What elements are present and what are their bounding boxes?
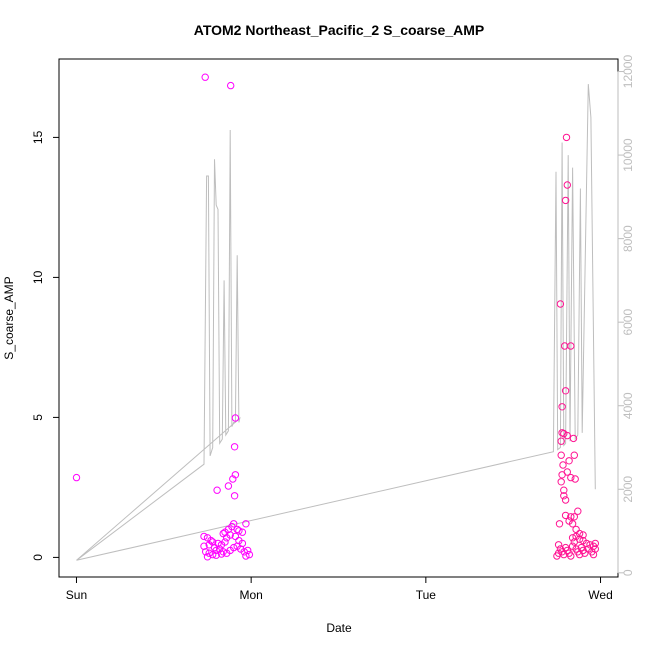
data-point — [229, 475, 237, 483]
data-point — [230, 443, 239, 451]
data-point — [591, 539, 599, 548]
right-y-axis: 0 2000 4000 6000 8000 10000 12000 — [617, 55, 635, 576]
data-point — [571, 475, 579, 483]
data-point — [200, 532, 208, 541]
data-point — [567, 473, 575, 482]
line-series-layer — [76, 84, 596, 561]
data-point — [242, 520, 250, 528]
data-point — [557, 478, 565, 486]
y-tick-label: 10 — [31, 270, 45, 284]
data-point — [563, 431, 571, 440]
data-point — [227, 81, 235, 90]
data-point — [224, 482, 233, 490]
chart-title: ATOM2 Northeast_Pacific_2 S_coarse_AMP — [194, 22, 485, 38]
data-point — [559, 461, 567, 469]
y-tick-label: 0 — [31, 554, 45, 561]
x-tick-label: Sun — [66, 588, 87, 602]
x-tick-label: Wed — [588, 588, 612, 602]
data-point — [567, 513, 575, 521]
data-point — [235, 527, 243, 535]
data-point — [554, 549, 563, 557]
data-point — [230, 520, 238, 528]
data-point — [589, 550, 598, 559]
data-point — [238, 539, 247, 548]
right-tick-label: 12000 — [621, 55, 635, 89]
data-point — [557, 451, 565, 459]
data-point — [561, 196, 570, 205]
data-point — [557, 437, 565, 445]
data-point — [568, 520, 577, 528]
y-tick-label: 5 — [31, 414, 45, 421]
data-point — [245, 550, 254, 559]
right-tick-label: 2000 — [621, 476, 635, 503]
data-point — [561, 387, 570, 395]
data-point — [230, 492, 239, 500]
data-point — [221, 528, 229, 536]
data-point — [219, 548, 227, 556]
right-tick-label: 4000 — [621, 392, 635, 419]
right-tick-label: 10000 — [621, 138, 635, 172]
data-point — [579, 531, 587, 539]
data-point — [565, 457, 573, 465]
data-point — [212, 546, 220, 555]
data-point — [203, 553, 212, 561]
data-point — [569, 434, 578, 443]
data-point — [202, 548, 210, 556]
data-point — [554, 541, 563, 549]
data-point — [72, 473, 81, 482]
data-point — [567, 552, 575, 560]
data-point — [563, 468, 571, 476]
data-point — [556, 300, 565, 308]
data-point — [213, 486, 221, 494]
right-tick-label: 0 — [621, 569, 635, 576]
y-tick-label: 15 — [31, 130, 45, 144]
data-point — [562, 133, 571, 142]
data-point — [201, 73, 209, 81]
data-point — [560, 486, 568, 494]
x-axis-title: Date — [326, 621, 352, 635]
x-tick-label: Mon — [239, 588, 262, 602]
x-axis: Sun Mon Tue Wed — [66, 577, 613, 602]
points-layer — [72, 73, 599, 561]
data-point — [230, 543, 238, 552]
data-point — [217, 550, 226, 558]
data-point — [207, 536, 215, 545]
data-point — [563, 181, 571, 189]
data-point — [205, 549, 213, 557]
data-point — [555, 520, 564, 528]
data-point — [221, 538, 229, 546]
data-point — [574, 507, 582, 515]
right-tick-label: 6000 — [621, 309, 635, 336]
data-point — [212, 551, 220, 559]
data-point — [561, 496, 570, 504]
data-point — [586, 541, 594, 549]
y-axis-title: S_coarse_AMP — [2, 276, 16, 359]
right-tick-label: 8000 — [621, 225, 635, 252]
data-point — [242, 552, 250, 560]
data-point — [560, 492, 568, 500]
data-point — [231, 414, 240, 422]
data-point — [561, 511, 570, 520]
data-point — [238, 528, 247, 536]
y-axis: 0 5 10 15 — [31, 130, 59, 561]
data-point — [567, 342, 575, 350]
x-tick-label: Tue — [416, 588, 437, 602]
data-point — [558, 403, 566, 411]
line-series-path — [76, 84, 596, 561]
data-point — [570, 451, 578, 459]
data-point — [570, 513, 578, 521]
data-point — [568, 534, 577, 542]
